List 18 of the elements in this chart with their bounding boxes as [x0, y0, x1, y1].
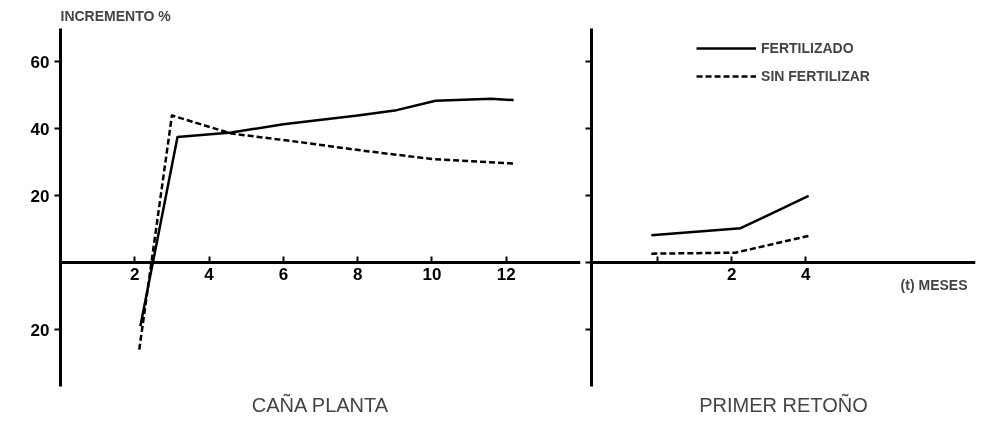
y-tick-label: 20 [30, 320, 50, 340]
y-tick-label: 20 [30, 186, 50, 206]
x-axis-title: (t) MESES [900, 276, 968, 293]
text: CAÑA PLANTA [251, 392, 389, 416]
x-tick-label: 6 [278, 264, 289, 284]
y-tick-label: 40 [30, 119, 50, 139]
x-tick-label: 2 [727, 264, 737, 284]
x-tick-label: 2 [130, 264, 140, 284]
x-tick-label: 12 [496, 264, 516, 284]
text: PRIMER RETOÑO [699, 392, 868, 416]
y-tick-label: 60 [30, 52, 50, 72]
x-tick-label: 4 [800, 264, 811, 284]
x-tick-label: 8 [352, 264, 363, 284]
x-tick-label: 4 [204, 264, 215, 284]
legend-label: SIN FERTILIZAR [761, 68, 870, 84]
x-tick-label: 10 [422, 264, 442, 284]
y-axis-title: INCREMENTO % [60, 7, 172, 24]
legend-label: FERTILIZADO [761, 40, 854, 56]
